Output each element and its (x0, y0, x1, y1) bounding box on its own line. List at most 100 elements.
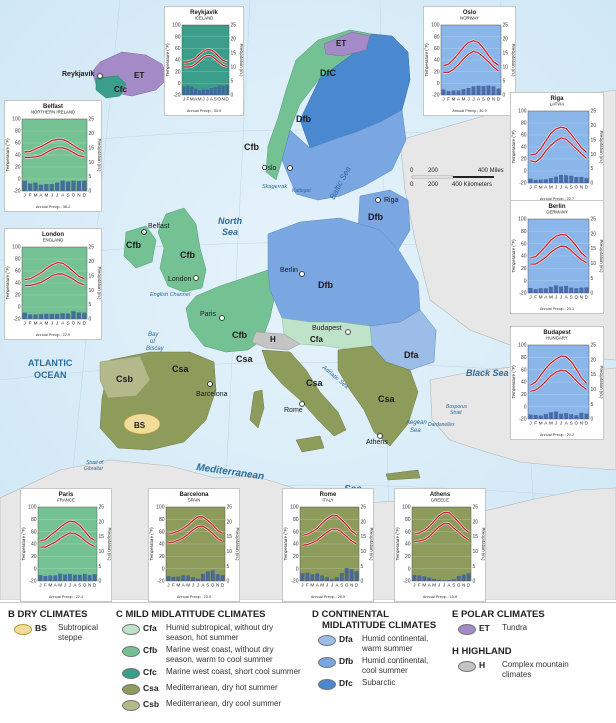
legend-item-dfc: Dfc Subarctic (312, 678, 442, 691)
climograph-precip-bar (574, 415, 579, 419)
climograph-left-tick: 60 (521, 367, 527, 373)
climograph-left-tick: 60 (521, 133, 527, 139)
code-h-alps: H (270, 335, 276, 344)
climograph-left-tick: 80 (521, 355, 527, 361)
climograph-right-tick: 15 (473, 534, 479, 540)
climograph-left-tick: 80 (31, 517, 37, 523)
climograph-right-tick: 0 (591, 291, 594, 297)
legend-polar: E POLAR CLIMATES ET Tundra H HIGHLAND H … (452, 609, 612, 682)
sea-label-atlantic-1: ATLANTIC (28, 358, 73, 368)
city-label-barcelona: Barcelona (196, 391, 228, 398)
city-label-budapest: Budapest (312, 325, 342, 332)
legend-desc-cfc: Marine west coast, short cool summer (166, 667, 301, 676)
climograph-month-label: N (580, 295, 583, 300)
climograph-plot-area (527, 110, 590, 184)
climograph-month-label: A (477, 97, 481, 102)
climograph-city: Riga (550, 96, 564, 102)
climograph-month-label: D (225, 97, 229, 102)
climograph-month-label: J (183, 97, 185, 102)
legend-desc-csa: Mediterranean, dry hot summer (166, 683, 278, 692)
climograph-month-label: M (549, 295, 553, 300)
climograph-month-label: O (345, 583, 349, 588)
climograph-left-tick: 0 (296, 566, 299, 572)
climograph-left-tick: 20 (521, 157, 527, 163)
climograph-precip-bar (44, 184, 49, 191)
climograph-left-tick: 40 (15, 281, 21, 287)
climograph-month-label: S (482, 97, 485, 102)
climograph-month-label: J (64, 583, 66, 588)
sea-label-biscay-1: Bay (148, 332, 159, 338)
climograph-month-label: J (443, 583, 445, 588)
climograph-left-tick: 80 (15, 129, 21, 135)
climograph-precip-bar (82, 312, 87, 319)
climograph-month-label: A (54, 583, 58, 588)
climograph-right-tick: 15 (361, 534, 367, 540)
sea-label-aegean-1: Aegean (405, 420, 427, 426)
climograph-precip-bar (491, 86, 496, 95)
climograph-left-tick: 40 (434, 58, 440, 64)
legend-item-et: ET Tundra (452, 623, 612, 636)
climograph-precip-bar (329, 579, 334, 581)
climograph-precip-bar (417, 575, 422, 581)
climograph-month-label: A (565, 421, 569, 426)
climograph-temp-min-line (40, 532, 95, 548)
code-cfb-norway: Cfb (244, 142, 259, 152)
legend-swatch-bs (14, 624, 32, 635)
climograph-month-label: D (221, 583, 225, 588)
climograph-left-tick: 20 (15, 293, 21, 299)
climograph-temp-max-line (24, 138, 85, 153)
climograph-precip-bar (564, 175, 569, 183)
climograph-left-tick: 20 (293, 554, 299, 560)
climograph-precip-bar (305, 572, 310, 581)
climograph-left-tick: -20 (519, 291, 526, 297)
climograph-precip-bar (538, 179, 543, 183)
climograph-precip-bar (63, 574, 68, 581)
climograph-berlin: Berlin GERMANY 100 80 60 40 20 0 -20 25 20 15 10 5 0 J F… (510, 200, 604, 314)
climograph-precip-bar (44, 313, 49, 319)
climograph-precip-bar (33, 182, 38, 191)
climograph-precip-bar (456, 90, 461, 95)
climograph-precip-bar (210, 570, 215, 581)
scale-km-0: 0 (410, 182, 414, 188)
climograph-left-tick: 20 (31, 554, 37, 560)
climograph-precip-bar (49, 184, 54, 191)
climograph-country: NORTHERN IRELAND (31, 110, 75, 115)
climograph-month-label: F (29, 193, 32, 198)
climograph-city: Rome (320, 492, 337, 498)
climograph-precip-bar (38, 184, 44, 191)
climograph-city: Athens (430, 492, 451, 498)
iceland (91, 51, 169, 99)
corsica-sardinia (249, 389, 265, 429)
climograph-right-tick: 25 (231, 23, 237, 29)
climograph-left-tick: 100 (12, 245, 21, 251)
climograph-left-tick: 60 (31, 529, 37, 535)
climograph-month-label: A (565, 295, 569, 300)
climograph-month-label: D (83, 193, 87, 198)
climograph-precip-bar (82, 180, 87, 191)
climograph-right-tick: 20 (503, 37, 509, 43)
climograph-precip-bar (200, 573, 205, 581)
climograph-city: Berlin (548, 204, 565, 210)
legend-dry-title: B DRY CLIMATES (8, 609, 88, 620)
climograph-right-tick: 0 (473, 579, 476, 585)
climograph-left-tick: -20 (291, 579, 298, 585)
climograph-precip-bar (354, 571, 359, 581)
legend-continental-title-1: D CONTINENTAL (312, 609, 389, 620)
scale-bar: 0 200 400 Miles 0 200 400 Kilometers (410, 168, 504, 188)
climograph-left-tick: 40 (521, 145, 527, 151)
climograph-month-label: J (438, 583, 440, 588)
climograph-left-tick: 100 (28, 505, 37, 511)
climograph-month-label: N (350, 583, 353, 588)
climograph-month-label: J (51, 193, 53, 198)
climograph-right-tick: 15 (591, 246, 597, 252)
legend-swatch-csb (122, 700, 140, 711)
climograph-precip-bar (422, 576, 427, 581)
city-label-rome: Rome (284, 407, 303, 414)
norway-et (323, 31, 371, 57)
sea-label-black: Black Sea (466, 368, 509, 378)
climograph-left-tick: 20 (521, 266, 527, 272)
climograph-precip-bar (584, 287, 589, 293)
climograph-month-label: J (413, 583, 415, 588)
